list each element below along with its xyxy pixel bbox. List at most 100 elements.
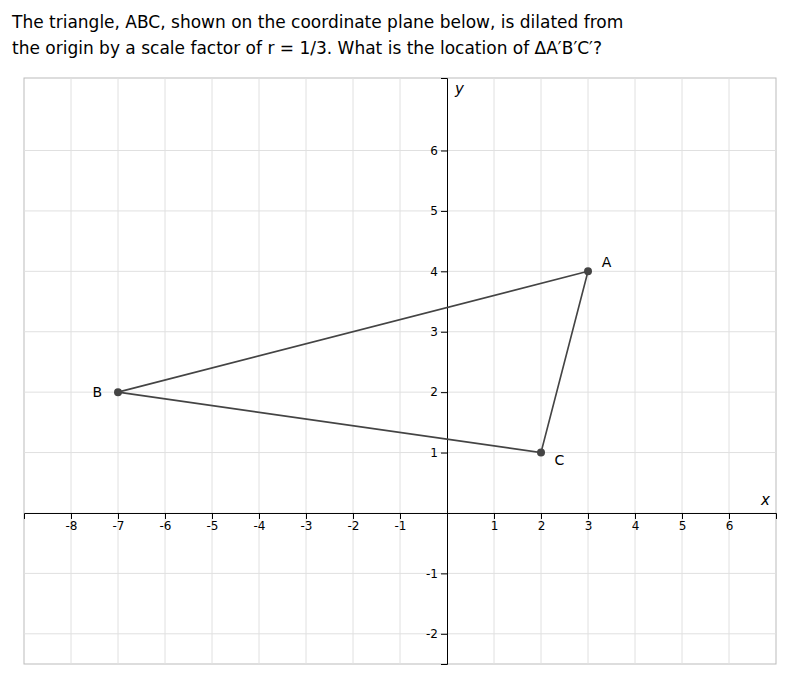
tick-label: -3 [301,519,313,533]
tick: 4 [632,513,640,534]
grid-line-x [259,78,260,664]
vertex [114,388,122,396]
grid-line-x [212,78,213,664]
tick: 6 [430,144,447,158]
tick-label: -2 [426,627,438,641]
tick: 4 [430,265,447,279]
grid-line-y [24,452,776,453]
tick-label: 4 [430,265,438,279]
grid-line-x [165,78,166,664]
plot-frame [24,78,776,664]
tick: 5 [679,513,687,534]
vertex [537,449,545,457]
triangle [118,271,588,452]
tick-mark [118,513,119,519]
tick-label: 6 [726,519,734,533]
tick: 1 [491,513,499,534]
tick-label: 1 [430,446,438,460]
tick-mark [441,211,447,212]
tick: -7 [113,513,125,534]
marks [114,267,592,456]
tick-mark [588,513,589,519]
grid-line-y [24,331,776,332]
grid-line-x [588,78,589,664]
tick-mark [494,513,495,519]
x-axis-label: x [760,491,770,509]
tick: -2 [348,513,360,534]
tick-label: 2 [430,385,438,399]
tick: -5 [207,513,219,534]
tick-label: 3 [585,519,593,533]
y-axis-label: y [454,80,465,98]
tick-label: -1 [426,567,438,581]
tick-mark [441,332,447,333]
tick: -1 [426,567,447,581]
tick-label: 1 [491,519,499,533]
grid-line-y [24,210,776,211]
grid-line-x [729,78,730,664]
grid-line-x [682,78,683,664]
tick: -8 [66,513,78,534]
tick: 2 [538,513,546,534]
grid-line-y [24,633,776,634]
vertex-labels: A B C [92,254,611,468]
tick: 3 [585,513,593,534]
tick-mark [71,513,72,519]
grid-line-x [635,78,636,664]
grid-line-y [24,150,776,151]
grid-line-x [541,78,542,664]
tick-mark [441,150,447,151]
tick: 2 [430,385,447,399]
x-axis: -8 -7 -6 -5 -4 -3 -2 -1 1 2 3 4 5 6 [25,513,777,534]
tick-label: 3 [430,325,438,339]
y-axis: -2 -1 1 2 3 4 5 6 [426,79,447,665]
tick-label: 5 [679,519,687,533]
tick-mark [682,513,683,519]
tick-mark [729,513,730,519]
axis-line [25,513,777,519]
vertex-label: B [92,384,102,400]
tick-mark [635,513,636,519]
tick-mark [441,634,447,635]
tick-mark [165,513,166,519]
tick: -1 [395,513,407,534]
grid-line-x [118,78,119,664]
tick-mark [259,513,260,519]
tick-label: -2 [348,519,360,533]
tick-mark [441,392,447,393]
tick: -4 [254,513,266,534]
tick: -6 [160,513,172,534]
tick: -3 [301,513,313,534]
tick-mark [306,513,307,519]
tick-mark [441,453,447,454]
axis-line [441,79,448,665]
grid-line-x [400,78,401,664]
grid-line-x [353,78,354,664]
tick: 5 [430,204,447,218]
tick: 1 [430,446,447,460]
tick-mark [353,513,354,519]
vertex [584,267,592,275]
tick-label: -4 [254,519,266,533]
grid-line-y [24,271,776,272]
plot: -8 -7 -6 -5 -4 -3 -2 -1 1 2 3 4 5 6 -2 -1 1 2 3 4 5 6 x y A B C [24,78,777,665]
tick-label: -6 [160,519,172,533]
tick-mark [212,513,213,519]
tick: 3 [430,325,447,339]
tick-label: -1 [395,519,407,533]
tick-mark [541,513,542,519]
tick-label: 6 [430,144,438,158]
tick-label: 2 [538,519,546,533]
grid-line-x [306,78,307,664]
tick-mark [400,513,401,519]
tick-label: -7 [113,519,125,533]
tick-label: -8 [66,519,78,533]
tick-mark [441,573,447,574]
tick-mark [441,271,447,272]
grid-line-x [494,78,495,664]
tick: -2 [426,627,447,641]
title: The triangle, ABC, shown on the coordina… [11,12,623,32]
vertex-label: A [602,254,612,270]
vertex-label: C [554,452,564,468]
tick-label: 5 [430,204,438,218]
